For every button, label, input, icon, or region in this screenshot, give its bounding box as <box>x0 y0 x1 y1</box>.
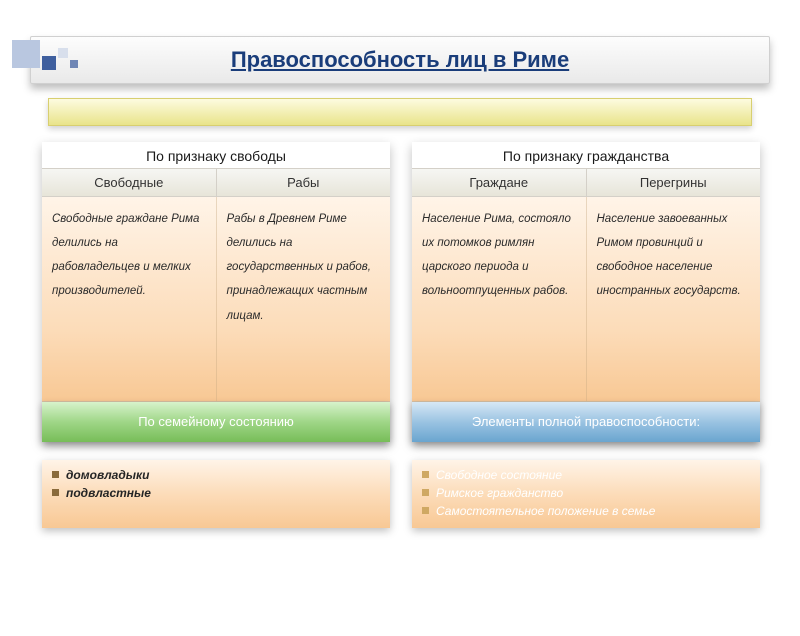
panel-freedom: По признаку свободы Свободные Рабы Свобо… <box>42 142 390 442</box>
list-item: подвластные <box>52 484 380 502</box>
page-title: Правоспособность лиц в Риме <box>231 47 569 72</box>
bottom-box-family: домовладыки подвластные <box>42 460 390 528</box>
column-header: Граждане <box>412 169 587 196</box>
panels-row: По признаку свободы Свободные Рабы Свобо… <box>42 142 760 442</box>
panel-body: Свободные граждане Рима делились на рабо… <box>42 197 390 402</box>
decor-square <box>12 40 40 68</box>
panel-header-row: Свободные Рабы <box>42 169 390 197</box>
column-body: Население Рима, состояло их потомков рим… <box>412 197 587 401</box>
panel-footer-blue: Элементы полной правоспособности: <box>412 402 760 442</box>
family-list: домовладыки подвластные <box>52 466 380 502</box>
bottom-row: домовладыки подвластные Свободное состоя… <box>42 460 760 528</box>
decor-square <box>42 56 56 70</box>
panel-footer-green: По семейному состоянию <box>42 402 390 442</box>
decor-squares <box>12 40 132 80</box>
column-header: Перегрины <box>587 169 761 196</box>
list-item: Самостоятельное положение в семье <box>422 502 750 520</box>
decor-square <box>58 48 68 58</box>
subtitle-bar <box>48 98 752 126</box>
list-item: домовладыки <box>52 466 380 484</box>
panel-header-row: Граждане Перегрины <box>412 169 760 197</box>
column-body: Население завоеванных Римом провинций и … <box>587 197 761 401</box>
decor-square <box>70 60 78 68</box>
panel-label: По признаку гражданства <box>412 142 760 169</box>
bottom-box-capacity: Свободное состояние Римское гражданство … <box>412 460 760 528</box>
panel-citizenship: По признаку гражданства Граждане Перегри… <box>412 142 760 442</box>
list-item: Свободное состояние <box>422 466 750 484</box>
panel-body: Население Рима, состояло их потомков рим… <box>412 197 760 402</box>
title-bar: Правоспособность лиц в Риме <box>30 36 770 84</box>
column-header: Рабы <box>217 169 391 196</box>
column-body: Рабы в Древнем Риме делились на государс… <box>217 197 391 401</box>
panel-label: По признаку свободы <box>42 142 390 169</box>
column-body: Свободные граждане Рима делились на рабо… <box>42 197 217 401</box>
column-header: Свободные <box>42 169 217 196</box>
list-item: Римское гражданство <box>422 484 750 502</box>
capacity-list: Свободное состояние Римское гражданство … <box>422 466 750 520</box>
